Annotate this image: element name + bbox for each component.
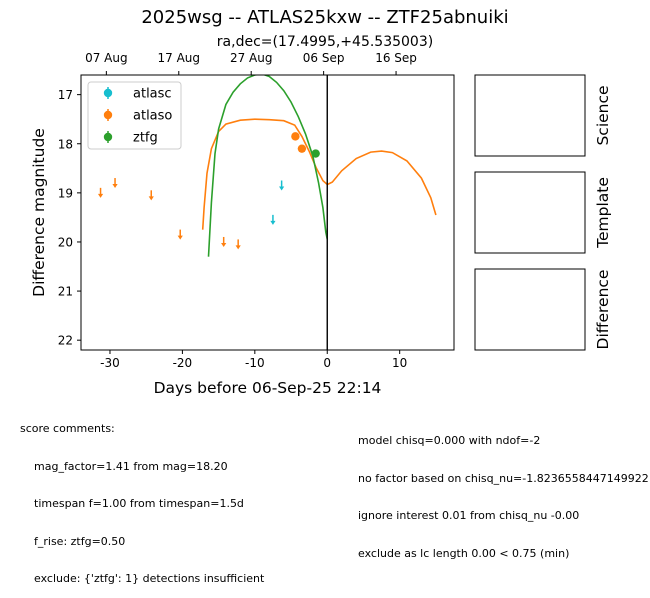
x-tick-label: -20 [173, 356, 193, 370]
score-comment-line: exclude: {'ztfg': 1} detections insuffic… [34, 572, 265, 585]
legend-label: ztfg [133, 131, 158, 146]
score-comments-right: model chisq=0.000 with ndof=-2 no factor… [358, 410, 650, 573]
top-date-tick-label: 16 Sep [375, 51, 417, 65]
top-date-tick-label: 06 Sep [303, 51, 345, 65]
model-curve-ztfg [207, 75, 329, 257]
cutout-panel-label: Template [594, 177, 612, 249]
legend-box [87, 81, 182, 150]
legend-marker [103, 88, 113, 98]
upper-limit-marker-atlaso [221, 242, 227, 247]
upper-limit-marker-atlasc [270, 220, 276, 225]
top-date-tick-label: 27 Aug [230, 51, 273, 65]
cutout-panel-template [474, 171, 586, 254]
model-comment-line: ignore interest 0.01 from chisq_nu -0.00 [358, 509, 580, 522]
x-tick-label: 10 [392, 356, 407, 370]
score-comment-line: f_rise: ztfg=0.50 [34, 534, 126, 548]
upper-limit-marker-atlaso [177, 235, 183, 240]
y-tick-label: 19 [58, 186, 73, 200]
x-tick-label: 0 [323, 356, 331, 370]
upper-limit-marker-atlaso [148, 196, 154, 201]
detection-point-atlaso [291, 132, 300, 141]
cutout-panels: Science Template Difference [474, 74, 612, 351]
legend-label: atlasc [133, 87, 172, 102]
y-axis-label: Difference magnitude [30, 128, 48, 297]
cutout-panel-difference [474, 268, 586, 351]
model-comment-line: no factor based on chisq_nu=-1.823655844… [358, 471, 649, 485]
light-curve-figure: -30 -20 -10 0 10 17 18 19 20 21 22 07 Aug 17 Aug 27 A… [30, 51, 612, 397]
model-curve-atlaso [201, 118, 437, 230]
model-comment-line: exclude as lc length 0.00 < 0.75 (min) [358, 546, 570, 560]
x-tick-label: -30 [100, 356, 120, 370]
y-tick-label: 21 [58, 285, 73, 299]
upper-limit-marker-atlasc [279, 186, 285, 191]
top-date-tick-label: 07 Aug [85, 51, 128, 65]
legend-label: atlaso [133, 109, 172, 124]
page-title: 2025wsg -- ATLAS25kxw -- ZTF25abnuiki [141, 7, 509, 28]
x-tick-label: -10 [245, 356, 265, 370]
upper-limit-marker-atlaso [235, 245, 241, 250]
y-tick-label: 22 [58, 334, 73, 348]
cutout-panel-label: Difference [594, 270, 612, 350]
x-axis-label: Days before 06-Sep-25 22:14 [154, 379, 382, 397]
score-comments-heading: score comments: [20, 422, 115, 435]
plot-frame [80, 74, 455, 351]
cutout-panel-label: Science [594, 85, 612, 145]
legend: atlasc atlaso ztfg [87, 81, 182, 150]
y-tick-label: 18 [58, 137, 73, 151]
model-comment-line: model chisq=0.000 with ndof=-2 [358, 434, 541, 447]
light-curve-plot: -30 -20 -10 0 10 17 18 19 20 21 22 07 Aug 17 Aug 27 A… [30, 51, 455, 397]
detection-point-ztfg [311, 149, 320, 158]
upper-limit-marker-atlaso [97, 193, 104, 198]
upper-limit-marker-atlaso [112, 184, 118, 189]
score-comments-left: score comments: mag_factor=1.41 from mag… [20, 398, 264, 598]
y-tick-label: 20 [58, 235, 73, 249]
cutout-panel-science [474, 74, 586, 157]
detection-point-atlaso [297, 144, 307, 153]
coordinates-subtitle: ra,dec=(17.4995,+45.535003) [216, 34, 434, 50]
score-comment-line: mag_factor=1.41 from mag=18.20 [34, 459, 228, 473]
legend-marker [103, 110, 113, 120]
y-tick-label: 17 [58, 88, 73, 102]
legend-marker [103, 132, 113, 142]
top-date-tick-label: 17 Aug [158, 51, 201, 65]
